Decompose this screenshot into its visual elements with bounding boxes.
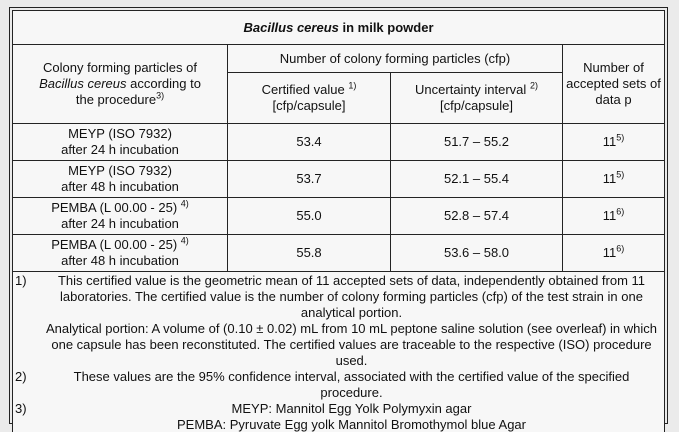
accepted-sets-cell: 116) (562, 234, 665, 272)
table-outer-frame: Bacillus cereus in milk powder Colony fo… (9, 7, 668, 432)
footnote-ref: 6) (616, 206, 625, 217)
certified-unit: [cfp/capsule] (272, 98, 346, 113)
footnote-1: 1) This certified value is the geometric… (15, 273, 662, 369)
footnote-number: 2) (15, 369, 27, 384)
incubation-time: after 48 h incubation (61, 253, 179, 268)
incubation-time: after 24 h incubation (61, 142, 179, 157)
column-header-method: Colony forming particles of Bacillus cer… (12, 44, 228, 124)
footnote-text: Analytical portion: A volume of (0.10 ± … (46, 321, 657, 368)
header-row-sub: Certified value 1) [cfp/capsule] Uncerta… (13, 72, 665, 124)
table-row: MEYP (ISO 7932) after 48 h incubation 53… (12, 160, 665, 198)
method-cell: MEYP (ISO 7932) after 48 h incubation (12, 160, 228, 198)
footnote-ref: 5) (616, 169, 625, 180)
footnote-ref: 4) (180, 235, 189, 246)
incubation-time: after 48 h incubation (61, 179, 179, 194)
column-header-uncertainty-interval: Uncertainty interval 2) [cfp/capsule] (390, 72, 563, 124)
species-name: Bacillus cereus (39, 76, 127, 91)
footnote-ref: 4) (180, 198, 189, 209)
certified-value-cell: 55.8 (227, 234, 391, 272)
uncertainty-interval-cell: 52.1 – 55.4 (390, 160, 563, 198)
certified-value-cell: 55.0 (227, 197, 391, 235)
footnote-ref: 5) (616, 132, 625, 143)
footnotes-section: 1) This certified value is the geometric… (12, 271, 665, 432)
incubation-time: after 24 h incubation (61, 216, 179, 231)
method-cell: PEMBA (L 00.00 - 25) 4) after 48 h incub… (12, 234, 228, 272)
title-rest: in milk powder (338, 19, 434, 35)
footnote-ref: 6) (616, 243, 625, 254)
accepted-sets-cell: 115) (562, 160, 665, 198)
method-header-line2: Bacillus cereus according to (39, 76, 201, 91)
accepted-sets-cell: 115) (562, 123, 665, 161)
table-row: MEYP (ISO 7932) after 24 h incubation 53… (12, 123, 665, 161)
footnote-ref-1: 1) (348, 80, 357, 91)
table-title: Bacillus cereus in milk powder (12, 10, 665, 45)
table-row: PEMBA (L 00.00 - 25) 4) after 48 h incub… (12, 234, 665, 272)
title-row: Bacillus cereus in milk powder (12, 10, 665, 45)
footnote-text: These values are the 95% confidence inte… (73, 369, 630, 400)
accepted-sets-cell: 116) (562, 197, 665, 235)
footnote-3: 3) MEYP: Mannitol Egg Yolk Polymyxin aga… (15, 401, 662, 432)
column-header-accepted-sets: Number of accepted sets of data p (562, 44, 665, 124)
method-cell: PEMBA (L 00.00 - 25) 4) after 24 h incub… (12, 197, 228, 235)
footnotes-row: 1) This certified value is the geometric… (12, 271, 665, 432)
footnote-number: 3) (15, 401, 27, 416)
header-row-top: Colony forming particles of Bacillus cer… (12, 44, 665, 124)
column-header-certified-value: Certified value 1) [cfp/capsule] (227, 72, 391, 124)
footnote-text: This certified value is the geometric me… (57, 273, 646, 320)
uncertainty-unit: [cfp/capsule] (440, 98, 513, 113)
uncertainty-interval-cell: 53.6 – 58.0 (390, 234, 563, 272)
certified-value-cell: 53.4 (227, 123, 391, 161)
method-cell: MEYP (ISO 7932) after 24 h incubation (12, 123, 228, 161)
method-header-line1: Colony forming particles of (43, 60, 197, 75)
uncertainty-interval-cell: 51.7 – 55.2 (390, 123, 563, 161)
method-header-line3: the procedure3) (75, 90, 165, 107)
footnote-text: MEYP: Mannitol Egg Yolk Polymyxin agar (231, 401, 472, 416)
certified-values-table: Bacillus cereus in milk powder Colony fo… (12, 10, 665, 432)
column-group-header-cfp: Number of colony forming particles (cfp) (227, 44, 563, 73)
footnote-ref-2: 2) (529, 80, 538, 91)
uncertainty-interval-cell: 52.8 – 57.4 (390, 197, 563, 235)
species-name: Bacillus cereus (243, 19, 339, 35)
footnote-ref-3: 3) (156, 90, 165, 101)
certified-value-cell: 53.7 (227, 160, 391, 198)
footnote-text: PEMBA: Pyruvate Egg yolk Mannitol Bromot… (177, 417, 526, 432)
footnote-number: 1) (15, 273, 27, 288)
footnote-2: 2) These values are the 95% confidence i… (15, 369, 662, 401)
table-row: PEMBA (L 00.00 - 25) 4) after 24 h incub… (12, 197, 665, 235)
